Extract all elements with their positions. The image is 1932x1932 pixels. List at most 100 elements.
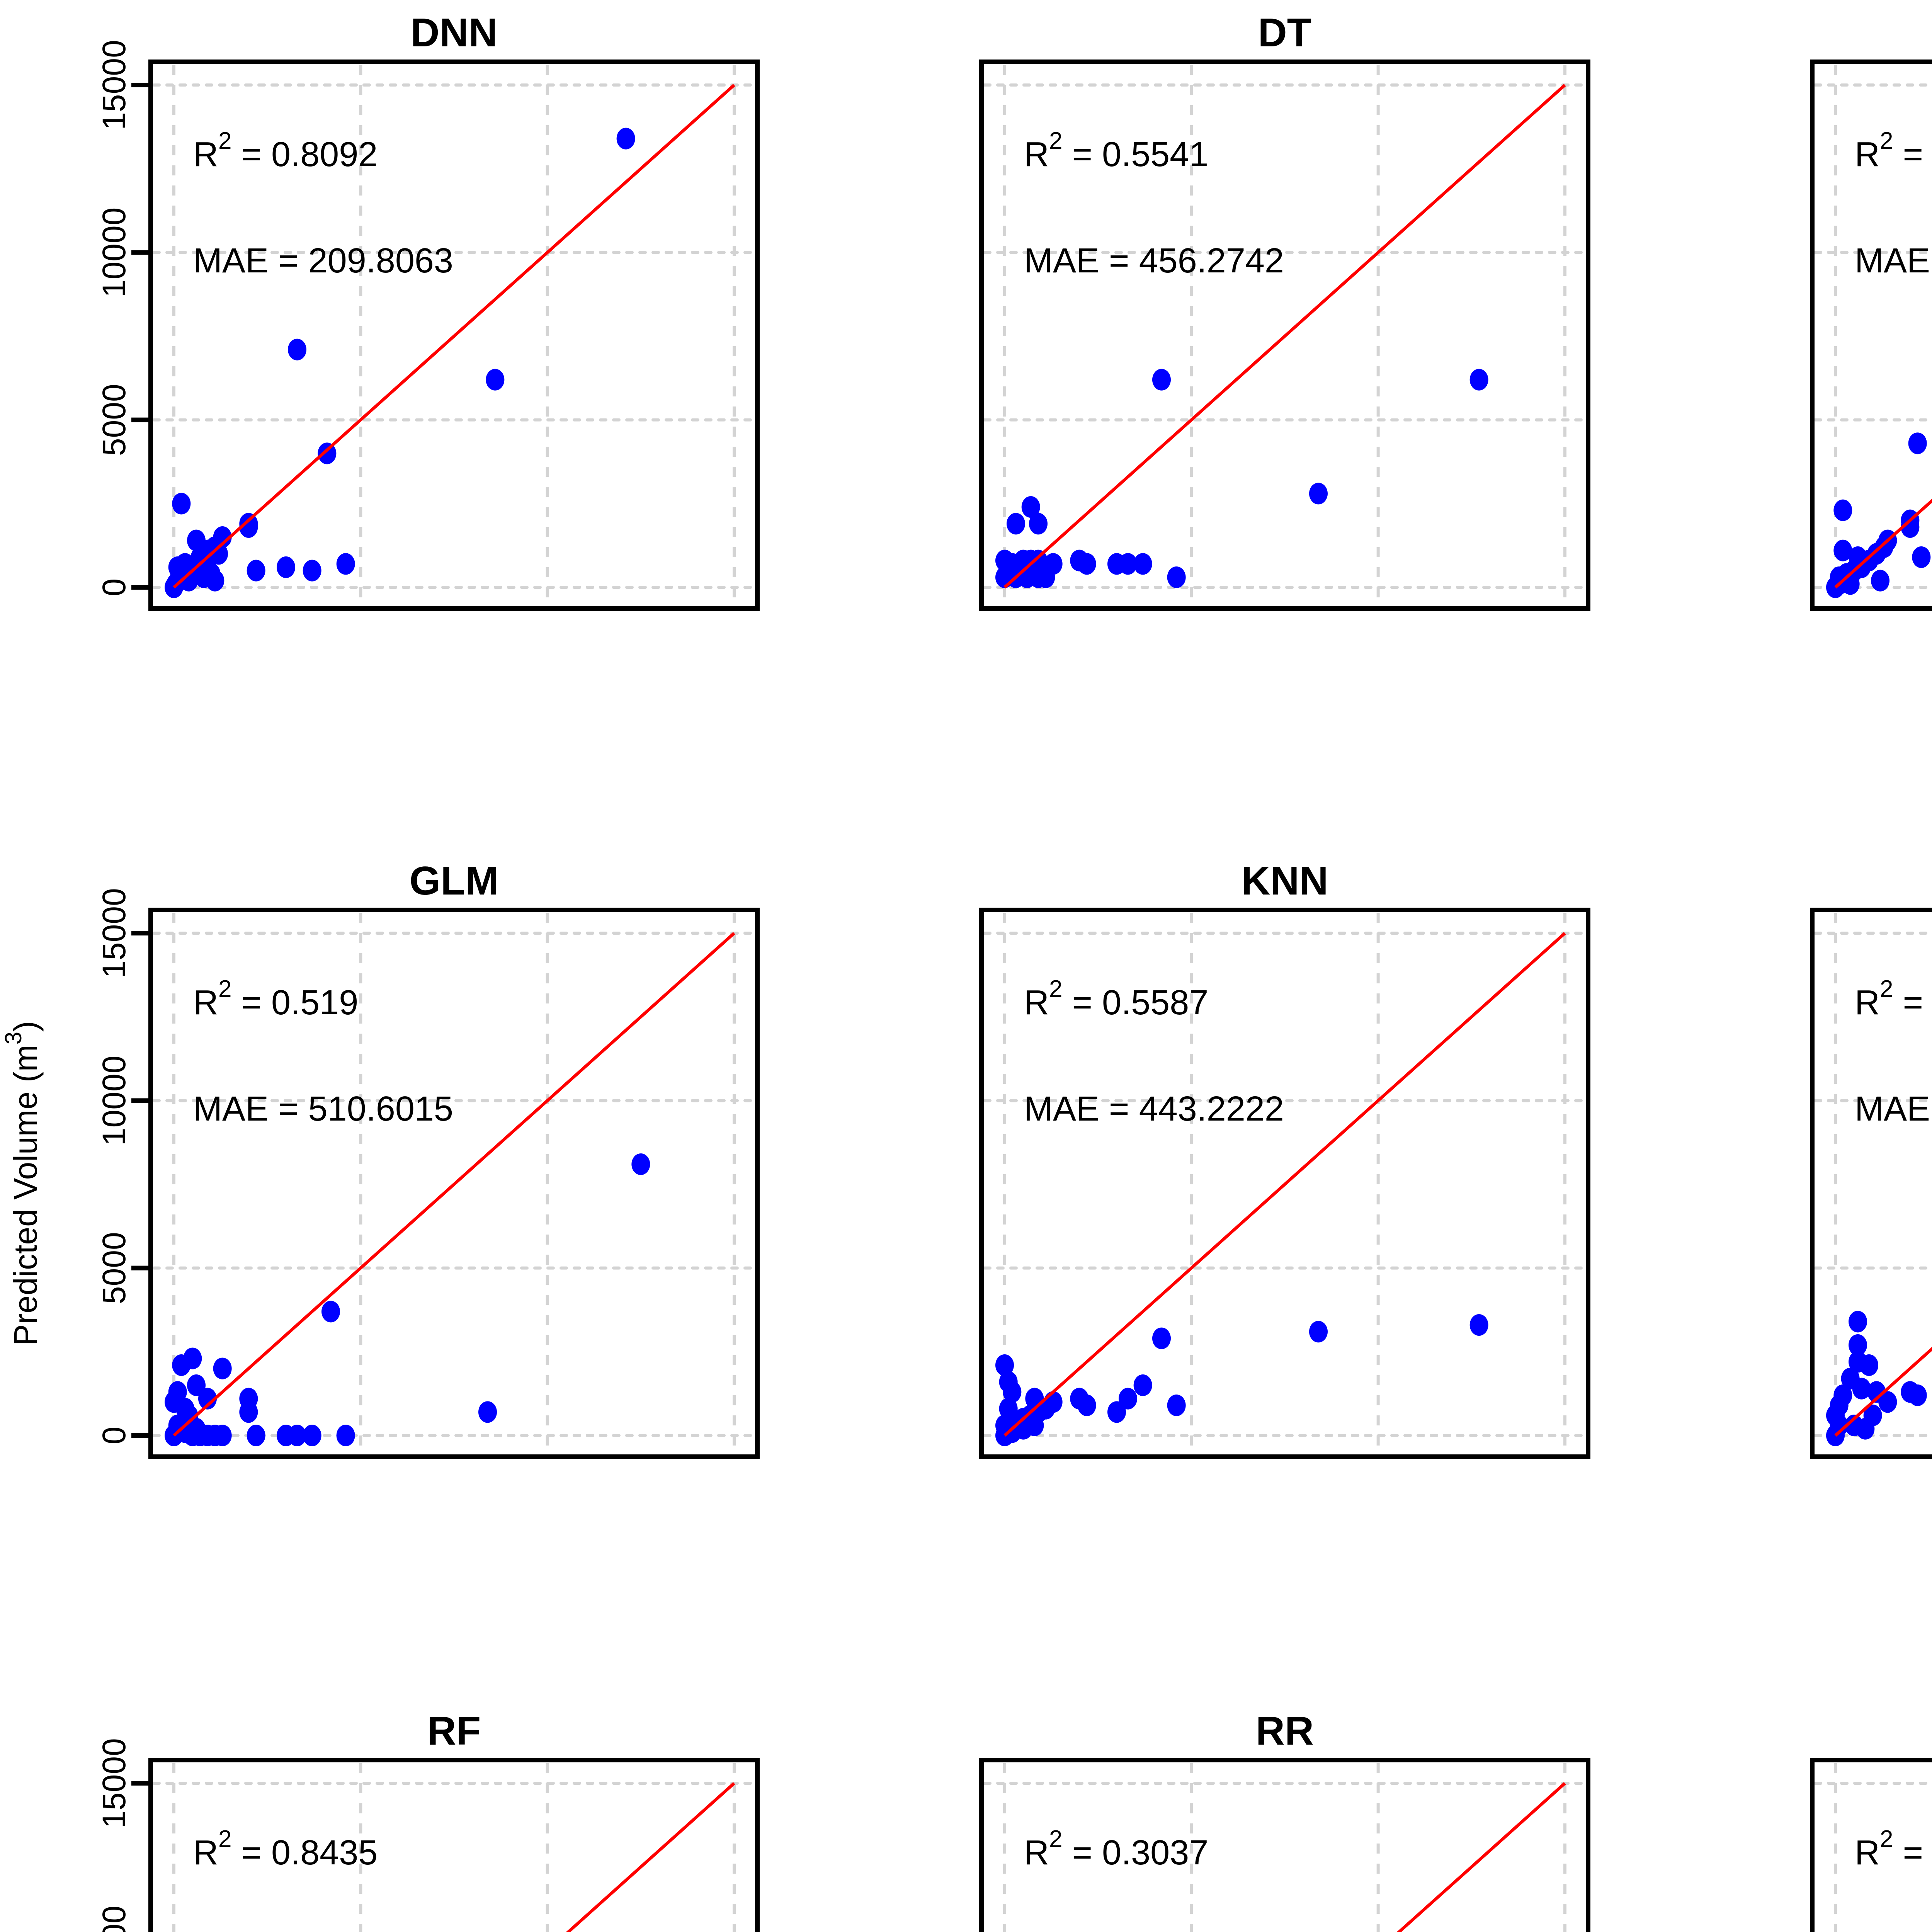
data-point xyxy=(1852,1378,1871,1400)
data-point xyxy=(336,1425,355,1446)
panel-glm: GLM 0 5000 10000 15000 R2 = 0.519 MAE = 510.60… xyxy=(96,859,760,1459)
r2-annotation: R2 = 0.5541 xyxy=(1024,128,1208,174)
y-tick-label: 0 xyxy=(96,578,132,597)
reference-line xyxy=(1396,1782,1566,1932)
data-point xyxy=(1833,499,1852,521)
panel-ols: OLSR2 = 0.2744MAE = 614.3769 xyxy=(1810,908,1932,1459)
data-point xyxy=(1029,513,1048,535)
reference-line xyxy=(1003,84,1566,588)
data-point xyxy=(1871,570,1889,592)
y-tick-label: 10000 xyxy=(96,207,132,298)
panel-title: GLM xyxy=(409,859,498,903)
reference-line xyxy=(1834,498,1932,588)
data-point xyxy=(1309,483,1328,505)
y-axis-title: Predicted Volume (m3) xyxy=(0,1021,44,1346)
data-point xyxy=(172,1354,191,1376)
data-point xyxy=(187,1418,206,1440)
panel-title: KNN xyxy=(1241,859,1328,903)
data-point xyxy=(1133,1374,1152,1396)
data-point xyxy=(1912,546,1931,568)
data-point xyxy=(239,516,258,538)
data-point xyxy=(239,1401,258,1423)
data-point xyxy=(1860,1354,1878,1376)
data-point xyxy=(198,1388,217,1410)
plot-frame xyxy=(979,60,1590,611)
data-point xyxy=(288,338,306,361)
data-point xyxy=(288,1425,306,1446)
panels-container: DNN 0 5000 10000 15000 R2 = 0.8092 MAE = 209.8… xyxy=(96,10,1932,1932)
data-point xyxy=(1469,1314,1488,1336)
data-point xyxy=(1152,1327,1171,1349)
reference-line xyxy=(1003,932,1566,1437)
reference-line xyxy=(1834,1347,1932,1437)
y-tick-label: 10000 xyxy=(96,1906,132,1932)
panel-title: DNN xyxy=(410,10,497,55)
mae-annotation: MAE = 209.8063 xyxy=(193,242,453,280)
panel-knn: KNN R2 = 0.5587 MAE = 443.2222 xyxy=(979,859,1590,1459)
r2-annotation: R2 = 0.497 xyxy=(1855,1826,1932,1872)
data-point xyxy=(318,442,337,464)
data-point xyxy=(1309,1321,1328,1343)
data-point xyxy=(1863,1405,1882,1426)
panel-dt: DT R2 = 0.5541 MAE = 456.2742 xyxy=(979,10,1590,611)
data-point xyxy=(1107,1401,1126,1423)
data-point xyxy=(206,570,224,592)
data-point xyxy=(1833,539,1852,561)
data-point xyxy=(1077,1395,1096,1416)
data-point xyxy=(1025,556,1044,578)
plot-frame xyxy=(148,1758,760,1932)
data-point xyxy=(303,1425,321,1446)
data-point xyxy=(1878,1391,1897,1413)
data-point xyxy=(172,493,191,515)
panel-title: RR xyxy=(1256,1709,1314,1753)
data-point xyxy=(247,560,265,582)
data-point xyxy=(1133,553,1152,575)
plot-frame xyxy=(148,60,760,611)
panel-rf: RF050001000015000050001000015000R2 = 0.8… xyxy=(96,1709,760,1932)
data-point xyxy=(999,556,1018,578)
data-point xyxy=(1077,553,1096,575)
y-tick-label: 0 xyxy=(96,1427,132,1445)
r2-annotation: R2 = 0.8435 xyxy=(193,1826,378,1872)
data-point xyxy=(1849,1311,1867,1333)
panel-svm: SVM050001000015000R2 = 0.497MAE = 376.62… xyxy=(1810,1758,1932,1932)
data-point xyxy=(1901,516,1920,538)
data-point xyxy=(1021,496,1040,518)
data-point xyxy=(1152,369,1171,391)
data-point xyxy=(213,1425,232,1446)
panel-title: RF xyxy=(427,1709,481,1753)
data-point xyxy=(168,1381,187,1403)
r2-annotation: R2 = 0.2744 xyxy=(1855,976,1932,1022)
plot-frame xyxy=(979,908,1590,1459)
data-point xyxy=(1908,1384,1927,1406)
data-point xyxy=(1167,566,1186,588)
mae-annotation: MAE = 146.612 xyxy=(1855,242,1932,280)
y-tick-label: 10000 xyxy=(96,1056,132,1146)
plot-frame xyxy=(1810,60,1932,611)
reference-line xyxy=(173,932,735,1437)
data-point xyxy=(999,1398,1018,1420)
y-tick-label: 15000 xyxy=(96,40,132,130)
mae-annotation: MAE = 510.6015 xyxy=(193,1090,453,1128)
data-point xyxy=(1119,553,1137,575)
data-point xyxy=(1007,513,1025,535)
data-point xyxy=(336,553,355,575)
r2-annotation: R2 = 0.519 xyxy=(193,976,358,1022)
plot-frame xyxy=(979,1758,1590,1932)
plot-frame xyxy=(148,908,760,1459)
data-point xyxy=(303,560,321,582)
r2-annotation: R2 = 0.5587 xyxy=(1024,976,1208,1022)
mae-annotation: MAE = 443.2222 xyxy=(1024,1090,1284,1128)
y-tick-label: 5000 xyxy=(96,384,132,456)
data-point xyxy=(616,128,635,150)
data-point xyxy=(187,1374,206,1396)
data-point xyxy=(486,369,505,391)
y-tick-label: 15000 xyxy=(96,888,132,978)
data-point xyxy=(1849,1334,1867,1356)
plot-frame xyxy=(1810,908,1932,1459)
data-point xyxy=(1469,369,1488,391)
y-tick-label: 5000 xyxy=(96,1232,132,1304)
r2-annotation: R2 = 0.8092 xyxy=(193,128,378,174)
panel-title: DT xyxy=(1258,10,1312,55)
data-point xyxy=(631,1153,650,1175)
